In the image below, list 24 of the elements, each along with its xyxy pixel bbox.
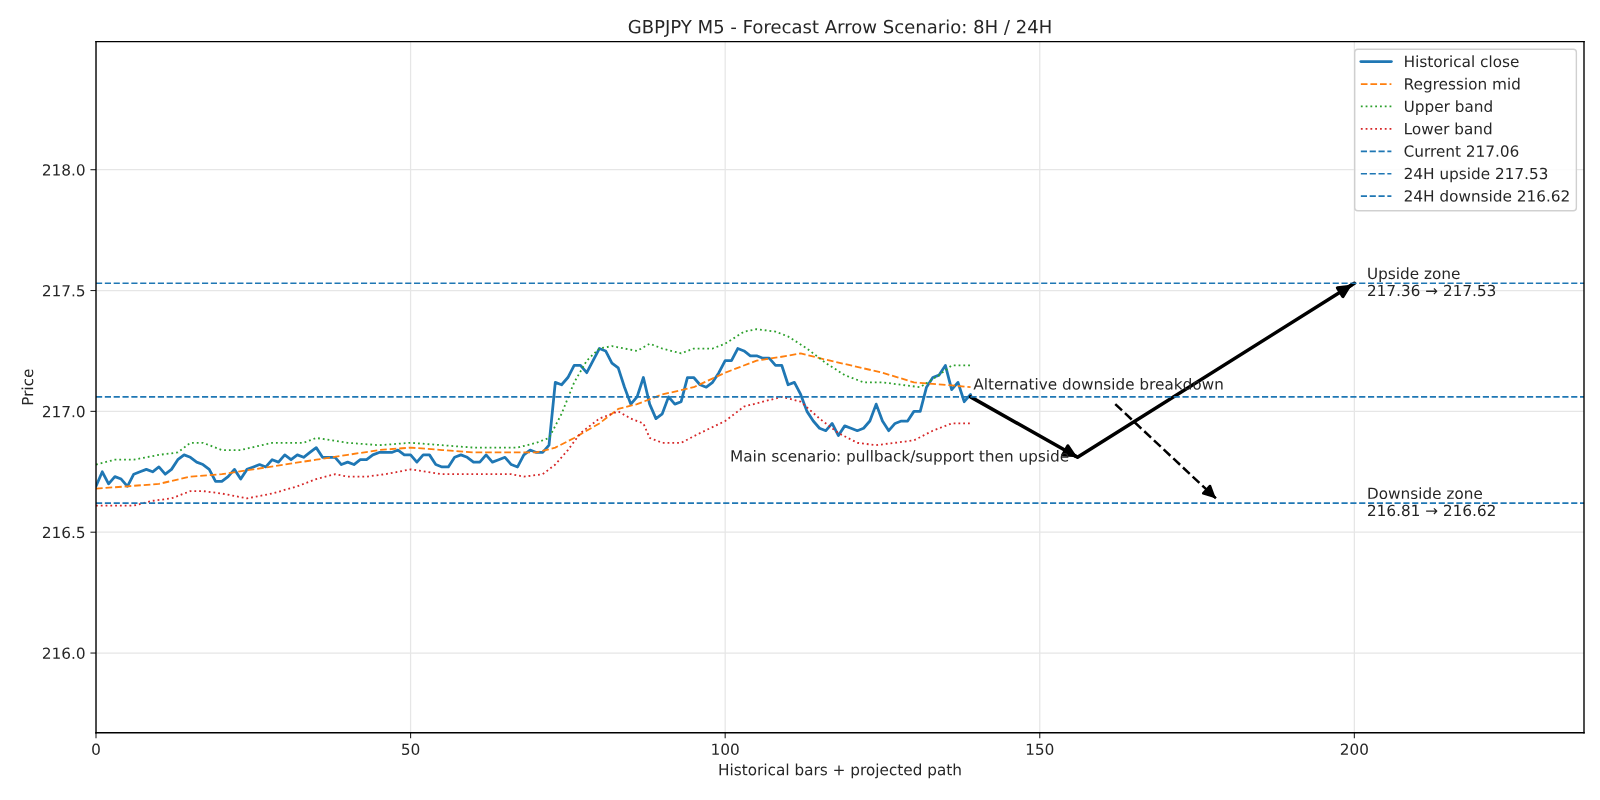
legend-label: Current 217.06: [1404, 145, 1519, 157]
y-tick-label: 216.5: [42, 526, 85, 539]
annotation: Upside zone 217.36 → 217.53: [1368, 267, 1496, 297]
legend-label: 24H downside 216.62: [1404, 189, 1569, 202]
x-tick-label: 200: [1340, 743, 1368, 756]
line-series: [96, 328, 972, 466]
x-axis-title: Historical bars + projected path: [719, 763, 961, 779]
legend-label: Historical close: [1405, 55, 1519, 68]
line-series: [96, 395, 972, 507]
x-tick-label: 150: [1026, 743, 1054, 756]
y-tick-label: 218.0: [42, 164, 85, 176]
x-tick-label: 50: [402, 743, 420, 756]
legend-label: 24H upside 217.53: [1404, 167, 1548, 183]
chart-title: GBPJPY M5 - Forecast Arrow Scenario: 8H / 24H: [628, 19, 1051, 37]
y-tick-label: 216.0: [42, 647, 85, 660]
annotation: Downside zone 216.81 → 216.62: [1368, 487, 1495, 517]
y-tick-label: 217.5: [42, 284, 85, 297]
legend-label: Regression mid: [1405, 77, 1520, 93]
x-tick-label: 0: [92, 743, 100, 756]
legend-label: Lower band: [1405, 122, 1492, 135]
y-tick-label: 217.0: [42, 405, 85, 418]
legend-label: Upper band: [1404, 100, 1492, 115]
y-axis-title: Price: [21, 369, 34, 405]
x-tick-label: 100: [712, 743, 739, 756]
